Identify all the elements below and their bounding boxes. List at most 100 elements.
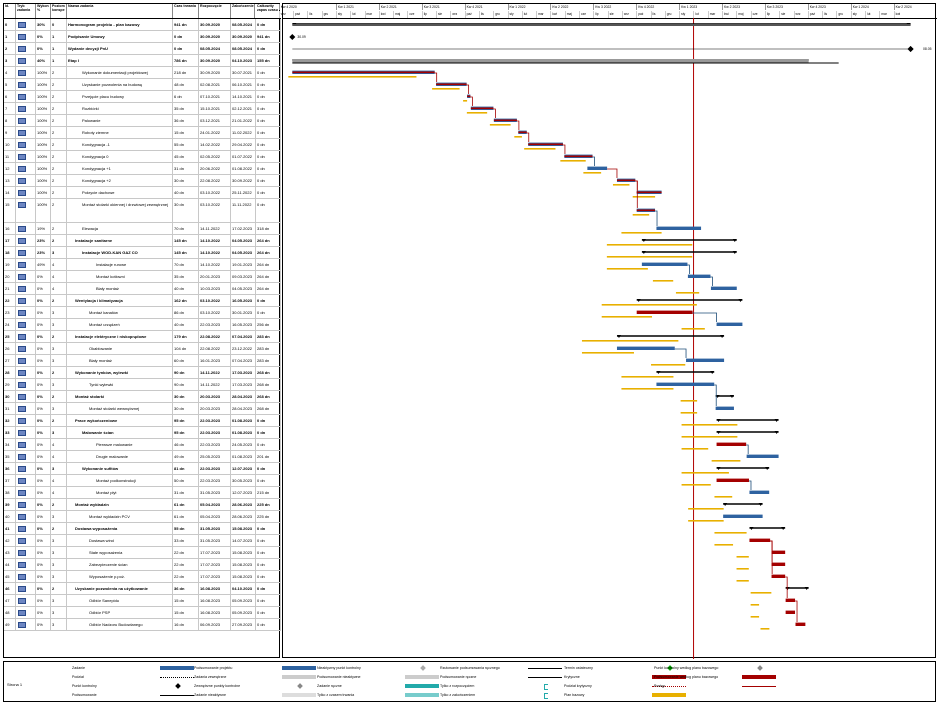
task-bar[interactable] — [641, 262, 688, 266]
baseline-bar[interactable] — [680, 412, 698, 414]
progress-bar[interactable] — [470, 107, 494, 110]
baseline-bar[interactable] — [581, 340, 679, 342]
progress-bar[interactable] — [436, 83, 467, 86]
progress-bar[interactable] — [636, 191, 662, 194]
baseline-bar[interactable] — [652, 280, 674, 282]
task-bar[interactable] — [749, 538, 771, 542]
table-row[interactable]: 33 0% 3 Malowanie ścian 95 dn 22.03.2023 01.08… — [4, 427, 281, 439]
baseline-bar[interactable] — [524, 148, 556, 150]
progress-bar[interactable] — [467, 95, 471, 98]
task-bar[interactable] — [771, 550, 786, 554]
table-row[interactable]: 49 0% 3 Odbiór Nadzoru Budowlanego 16 dn 06.0… — [4, 619, 281, 631]
table-row[interactable]: 13 100% 2 Kondygnacja +2 30 dn 22.08.2022 30.0… — [4, 175, 281, 187]
baseline-bar[interactable] — [288, 76, 417, 78]
baseline-bar[interactable] — [601, 316, 653, 318]
task-bar[interactable] — [746, 454, 779, 458]
col-mode[interactable]: Tryb zadania — [16, 4, 36, 18]
table-row[interactable]: 35 0% 4 Drugie malowanie 49 dn 25.05.2023 01.0… — [4, 451, 281, 463]
baseline-bar[interactable] — [688, 520, 724, 522]
baseline-bar[interactable] — [681, 328, 705, 330]
baseline-bar[interactable] — [736, 556, 749, 558]
col-duration[interactable]: Czas trwania — [173, 4, 199, 18]
baseline-bar[interactable] — [681, 448, 709, 450]
col-id[interactable]: Id. — [4, 4, 16, 18]
task-bar[interactable] — [785, 598, 796, 602]
col-finish[interactable]: Zakończenie — [231, 4, 255, 18]
progress-bar[interactable] — [493, 119, 517, 122]
table-row[interactable]: 2 0% 1 Wydanie decyzji PnU 0 dn 08.05.2024 08.… — [4, 43, 281, 55]
task-bar[interactable] — [636, 310, 693, 314]
table-row[interactable]: 47 0% 3 Odbiór Sanepidu 15 dn 16.08.2023 05.09… — [4, 595, 281, 607]
baseline-bar[interactable] — [681, 484, 711, 486]
table-row[interactable]: 44 0% 3 Zabezpieczenie ścian 22 dn 17.07.2023… — [4, 559, 281, 571]
baseline-bar[interactable] — [651, 364, 686, 366]
baseline-bar[interactable] — [514, 136, 522, 138]
baseline-bar[interactable] — [681, 472, 729, 474]
baseline-bar[interactable] — [606, 244, 693, 246]
table-row[interactable]: 8 100% 2 Palowanie 36 dn 03.12.2021 21.01.2022… — [4, 115, 281, 127]
table-row[interactable]: 41 0% 2 Dostawa wyposażenia 55 dn 31.05.2023 1… — [4, 523, 281, 535]
table-row[interactable]: 18 23% 3 Instalacje WOD-KAN GAZ CO 145 dn 14.… — [4, 247, 281, 259]
col-level[interactable]: Poziom konspe — [51, 4, 67, 18]
progress-bar[interactable] — [564, 155, 593, 158]
baseline-bar[interactable] — [581, 352, 634, 354]
table-row[interactable]: 34 0% 4 Pierwsze malowanie 46 dn 22.03.2023 24… — [4, 439, 281, 451]
task-bar[interactable] — [749, 490, 770, 494]
col-pct[interactable]: Wykon % — [36, 4, 51, 18]
table-row[interactable]: 26 0% 3 Okablowanie 104 dn 22.08.2022 23.12.20… — [4, 343, 281, 355]
baseline-bar[interactable] — [681, 436, 738, 438]
table-row[interactable]: 21 0% 4 Biały montaż 40 dn 10.03.2023 04.05.20… — [4, 283, 281, 295]
table-row[interactable]: 20 0% 4 Montaż kotłowni 35 dn 20.01.2023 09.03… — [4, 271, 281, 283]
table-row[interactable]: 16 19% 2 Elewacja 70 dn 14.11.2022 17.02.2023 3… — [4, 223, 281, 235]
baseline-bar[interactable] — [466, 112, 488, 114]
baseline-bar[interactable] — [632, 196, 656, 198]
table-row[interactable]: 29 0% 3 Tynki wylewki 90 dn 14.11.2022 17.03.2… — [4, 379, 281, 391]
progress-bar[interactable] — [518, 131, 527, 134]
baseline-bar[interactable] — [463, 100, 468, 102]
task-bar[interactable] — [795, 622, 806, 626]
baseline-bar[interactable] — [711, 460, 741, 462]
table-row[interactable]: 10 100% 2 Kondygnacja -1 55 dn 14.02.2022 29.0… — [4, 139, 281, 151]
table-row[interactable]: 15 100% 2 Montaż stolarki okiennej i drzwio… — [4, 199, 281, 223]
task-bar[interactable] — [771, 574, 786, 578]
baseline-bar[interactable] — [612, 184, 630, 186]
task-bar[interactable] — [771, 562, 786, 566]
table-row[interactable]: 3 40% 1 Etap I 786 dn 30.09.2020 04.10.2023 155… — [4, 55, 281, 67]
baseline-bar[interactable] — [750, 592, 772, 594]
table-row[interactable]: 17 23% 2 Instalacje sanitarne 145 dn 14.10.20… — [4, 235, 281, 247]
task-bar[interactable] — [723, 514, 763, 518]
table-row[interactable]: 25 0% 2 Instalacje elektryczne i niskoprądo… — [4, 331, 281, 343]
baseline-bar[interactable] — [714, 544, 734, 546]
baseline-bar[interactable] — [601, 304, 697, 306]
baseline-bar[interactable] — [606, 268, 648, 270]
baseline-bar[interactable] — [606, 256, 693, 258]
table-row[interactable]: 4 100% 2 Wykonanie dokumentacji projektowej… — [4, 67, 281, 79]
task-bar[interactable] — [587, 166, 608, 170]
table-row[interactable]: 30 0% 2 Montaż stolarki 30 dn 20.03.2023 28.04… — [4, 391, 281, 403]
baseline-bar[interactable] — [621, 376, 674, 378]
baseline-bar[interactable] — [621, 388, 674, 390]
table-row[interactable]: 12 100% 2 Kondygnacja +1 31 dn 20.06.2022 01.0… — [4, 163, 281, 175]
task-bar[interactable] — [656, 226, 702, 230]
table-row[interactable]: 9 100% 2 Roboty ziemne 15 dn 24.01.2022 11.02.… — [4, 127, 281, 139]
baseline-bar[interactable] — [621, 232, 662, 234]
progress-bar[interactable] — [636, 209, 656, 212]
task-bar[interactable] — [687, 274, 711, 278]
task-bar[interactable] — [686, 358, 725, 362]
baseline-bar[interactable] — [736, 580, 749, 582]
table-row[interactable]: 36 0% 3 Wykonanie sufitów 81 dn 22.03.2023 12.… — [4, 463, 281, 475]
col-name[interactable]: Nazwa zadania — [67, 4, 173, 18]
table-row[interactable]: 32 0% 2 Prace wykończeniowe 95 dn 22.03.2023 0… — [4, 415, 281, 427]
progress-bar[interactable] — [616, 179, 636, 182]
baseline-bar[interactable] — [680, 400, 698, 402]
task-bar[interactable] — [716, 478, 749, 482]
table-row[interactable]: 37 0% 4 Montaż podkonstrukcji 50 dn 22.03.202… — [4, 475, 281, 487]
baseline-bar[interactable] — [750, 616, 760, 618]
table-row[interactable]: 22 0% 2 Wentylacja i klimatyzacja 162 dn 03.1… — [4, 295, 281, 307]
baseline-bar[interactable] — [560, 160, 586, 162]
table-row[interactable]: 31 0% 3 Montaż stolarki wewnętrznej 30 dn 20.… — [4, 403, 281, 415]
task-bar[interactable] — [710, 286, 737, 290]
table-row[interactable]: 28 0% 2 Wykonanie tynków, wylewki 90 dn 14.11… — [4, 367, 281, 379]
progress-bar[interactable] — [528, 143, 563, 146]
baseline-bar[interactable] — [736, 568, 749, 570]
